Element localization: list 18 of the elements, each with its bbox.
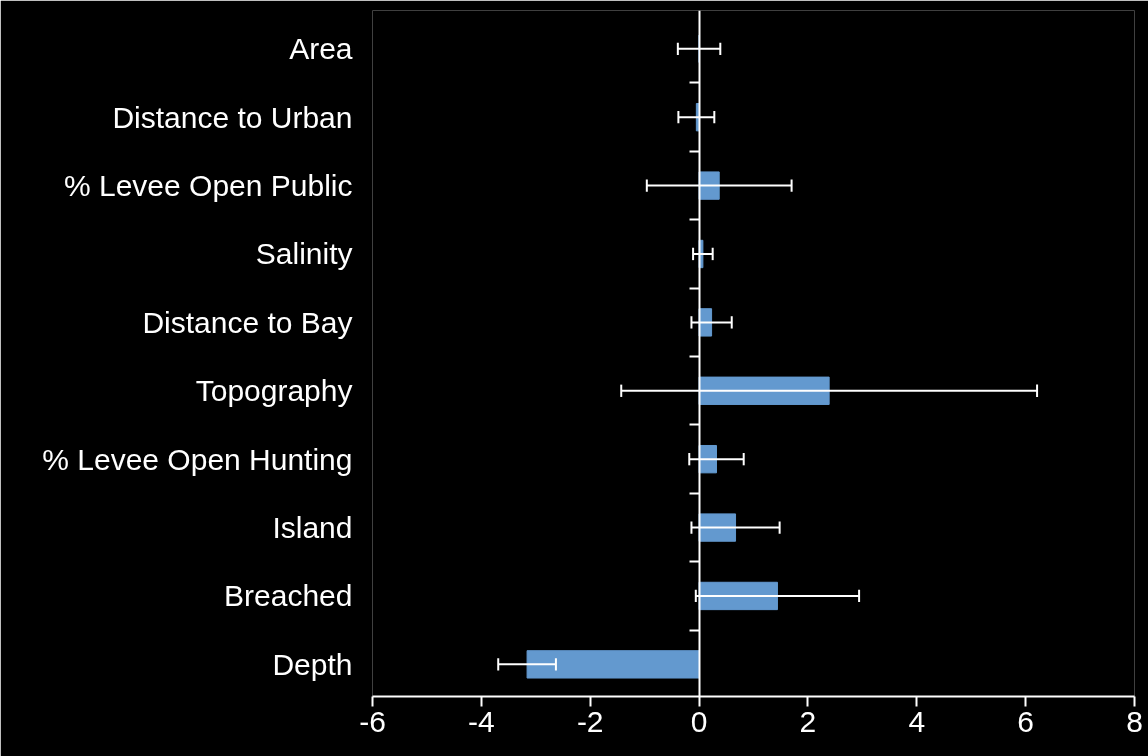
y-tick-label: Breached	[224, 579, 353, 613]
x-tick-label: 0	[690, 704, 708, 738]
y-tick-label: Area	[289, 32, 353, 66]
x-tick-label: -6	[359, 704, 386, 738]
x-tick-label: -2	[576, 704, 604, 738]
y-tick-label: Island	[272, 511, 353, 545]
y-tick-label: Salinity	[255, 237, 353, 271]
y-tick-label: Topography	[195, 374, 353, 408]
y-tick-label: % Levee Open Hunting	[42, 442, 353, 476]
x-tick-label: 4	[908, 704, 926, 738]
y-tick-label: Depth	[272, 647, 353, 681]
y-tick-label: Distance to Bay	[142, 305, 353, 339]
x-tick-label: 8	[1126, 704, 1143, 738]
x-tick-label: -4	[468, 704, 495, 738]
y-tick-label: Distance to Urban	[112, 100, 353, 134]
y-tick-label: % Levee Open Public	[63, 169, 353, 203]
x-tick-label: 6	[1017, 704, 1034, 738]
x-tick-label: 2	[799, 704, 817, 738]
